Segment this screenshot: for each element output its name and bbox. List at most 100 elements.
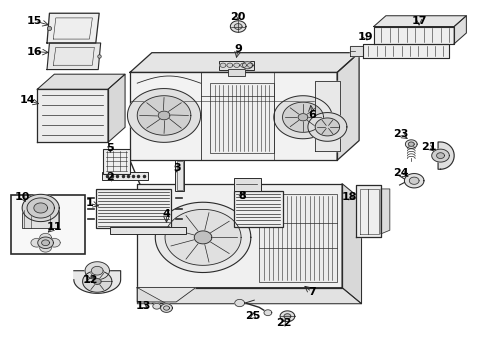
Text: 23: 23 xyxy=(392,129,407,139)
Polygon shape xyxy=(40,233,51,242)
Polygon shape xyxy=(298,114,307,121)
Polygon shape xyxy=(40,243,51,252)
Polygon shape xyxy=(158,111,169,120)
Bar xyxy=(96,189,171,228)
Polygon shape xyxy=(264,310,271,316)
Polygon shape xyxy=(284,314,290,319)
Polygon shape xyxy=(163,306,169,310)
Polygon shape xyxy=(194,231,211,244)
Bar xyxy=(110,227,185,234)
Polygon shape xyxy=(31,238,42,247)
Text: 4: 4 xyxy=(162,209,170,219)
Polygon shape xyxy=(282,102,323,132)
Text: 15: 15 xyxy=(27,16,42,26)
Polygon shape xyxy=(373,27,453,44)
Text: 13: 13 xyxy=(135,301,150,311)
Polygon shape xyxy=(336,53,358,160)
Polygon shape xyxy=(315,81,339,151)
Polygon shape xyxy=(137,184,341,288)
Text: 24: 24 xyxy=(392,168,407,178)
Polygon shape xyxy=(155,202,250,273)
Bar xyxy=(175,160,183,192)
Polygon shape xyxy=(137,288,195,302)
Polygon shape xyxy=(85,262,109,280)
Polygon shape xyxy=(349,45,362,56)
Polygon shape xyxy=(91,266,103,275)
Text: 21: 21 xyxy=(420,142,436,152)
Text: 19: 19 xyxy=(357,32,372,42)
Bar xyxy=(259,194,336,282)
Polygon shape xyxy=(226,63,232,67)
Bar xyxy=(219,60,254,69)
Polygon shape xyxy=(130,72,336,160)
Polygon shape xyxy=(220,63,225,67)
Polygon shape xyxy=(160,304,172,312)
Polygon shape xyxy=(137,96,190,135)
Text: 6: 6 xyxy=(307,110,315,120)
Polygon shape xyxy=(108,74,125,142)
Text: 12: 12 xyxy=(83,275,99,285)
Polygon shape xyxy=(437,142,453,169)
Polygon shape xyxy=(405,140,416,148)
Polygon shape xyxy=(407,142,413,146)
Bar xyxy=(11,195,84,253)
Polygon shape xyxy=(27,198,54,218)
Polygon shape xyxy=(47,43,101,69)
Polygon shape xyxy=(307,113,346,141)
Text: 2: 2 xyxy=(106,172,114,182)
Polygon shape xyxy=(130,53,358,72)
Polygon shape xyxy=(34,203,47,213)
Polygon shape xyxy=(373,16,466,27)
Text: 25: 25 xyxy=(245,311,261,321)
Polygon shape xyxy=(74,271,121,293)
Text: 7: 7 xyxy=(307,287,315,297)
Bar xyxy=(103,149,130,174)
Bar xyxy=(233,178,260,191)
Bar xyxy=(102,172,148,180)
Polygon shape xyxy=(82,271,112,292)
Polygon shape xyxy=(38,237,53,248)
Polygon shape xyxy=(37,74,125,89)
Polygon shape xyxy=(48,238,60,247)
Text: 3: 3 xyxy=(173,163,181,173)
Polygon shape xyxy=(362,44,448,58)
Text: 11: 11 xyxy=(46,222,62,231)
Polygon shape xyxy=(355,185,380,237)
Text: 8: 8 xyxy=(238,191,245,201)
Bar xyxy=(210,83,273,153)
Polygon shape xyxy=(230,21,245,32)
Text: 10: 10 xyxy=(15,192,30,202)
Polygon shape xyxy=(408,177,418,184)
Polygon shape xyxy=(153,303,160,309)
Polygon shape xyxy=(137,288,361,304)
Polygon shape xyxy=(22,194,59,222)
Bar xyxy=(176,161,182,190)
Bar xyxy=(227,69,244,76)
Bar xyxy=(22,208,59,228)
Polygon shape xyxy=(315,118,339,136)
Polygon shape xyxy=(341,184,361,304)
Text: 1: 1 xyxy=(85,198,93,208)
Polygon shape xyxy=(41,240,49,246)
Text: 14: 14 xyxy=(20,95,35,105)
Polygon shape xyxy=(431,149,448,162)
Polygon shape xyxy=(247,63,253,67)
Polygon shape xyxy=(165,210,241,265)
Text: 20: 20 xyxy=(230,12,245,22)
Polygon shape xyxy=(137,288,166,304)
Text: 22: 22 xyxy=(275,319,291,328)
Polygon shape xyxy=(380,189,389,234)
Polygon shape xyxy=(127,89,200,142)
Polygon shape xyxy=(234,300,244,307)
Polygon shape xyxy=(234,24,242,30)
Polygon shape xyxy=(436,153,444,158)
Text: 9: 9 xyxy=(234,44,242,54)
Text: 16: 16 xyxy=(27,46,42,57)
Polygon shape xyxy=(233,63,239,67)
Polygon shape xyxy=(240,63,246,67)
Polygon shape xyxy=(47,13,99,43)
Polygon shape xyxy=(453,16,466,44)
Polygon shape xyxy=(404,174,423,188)
Polygon shape xyxy=(273,96,331,139)
Text: 17: 17 xyxy=(410,17,426,27)
